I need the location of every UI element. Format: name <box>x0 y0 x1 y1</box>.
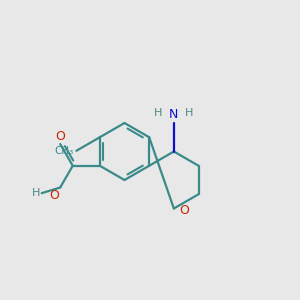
Text: O: O <box>49 189 59 202</box>
Text: CH₃: CH₃ <box>54 146 74 156</box>
Text: H: H <box>185 108 194 118</box>
Text: O: O <box>55 130 65 142</box>
Text: H: H <box>154 108 162 118</box>
Text: O: O <box>179 203 189 217</box>
Text: N: N <box>169 108 178 121</box>
Text: H: H <box>32 188 40 198</box>
